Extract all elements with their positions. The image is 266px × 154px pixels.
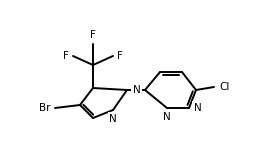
Text: N: N (133, 85, 141, 95)
Text: F: F (63, 51, 69, 61)
Text: N: N (109, 114, 117, 124)
Text: Br: Br (39, 103, 50, 113)
Text: N: N (163, 112, 171, 122)
Text: F: F (90, 30, 96, 40)
Text: F: F (117, 51, 123, 61)
Text: Cl: Cl (219, 82, 229, 92)
Text: N: N (194, 103, 202, 113)
